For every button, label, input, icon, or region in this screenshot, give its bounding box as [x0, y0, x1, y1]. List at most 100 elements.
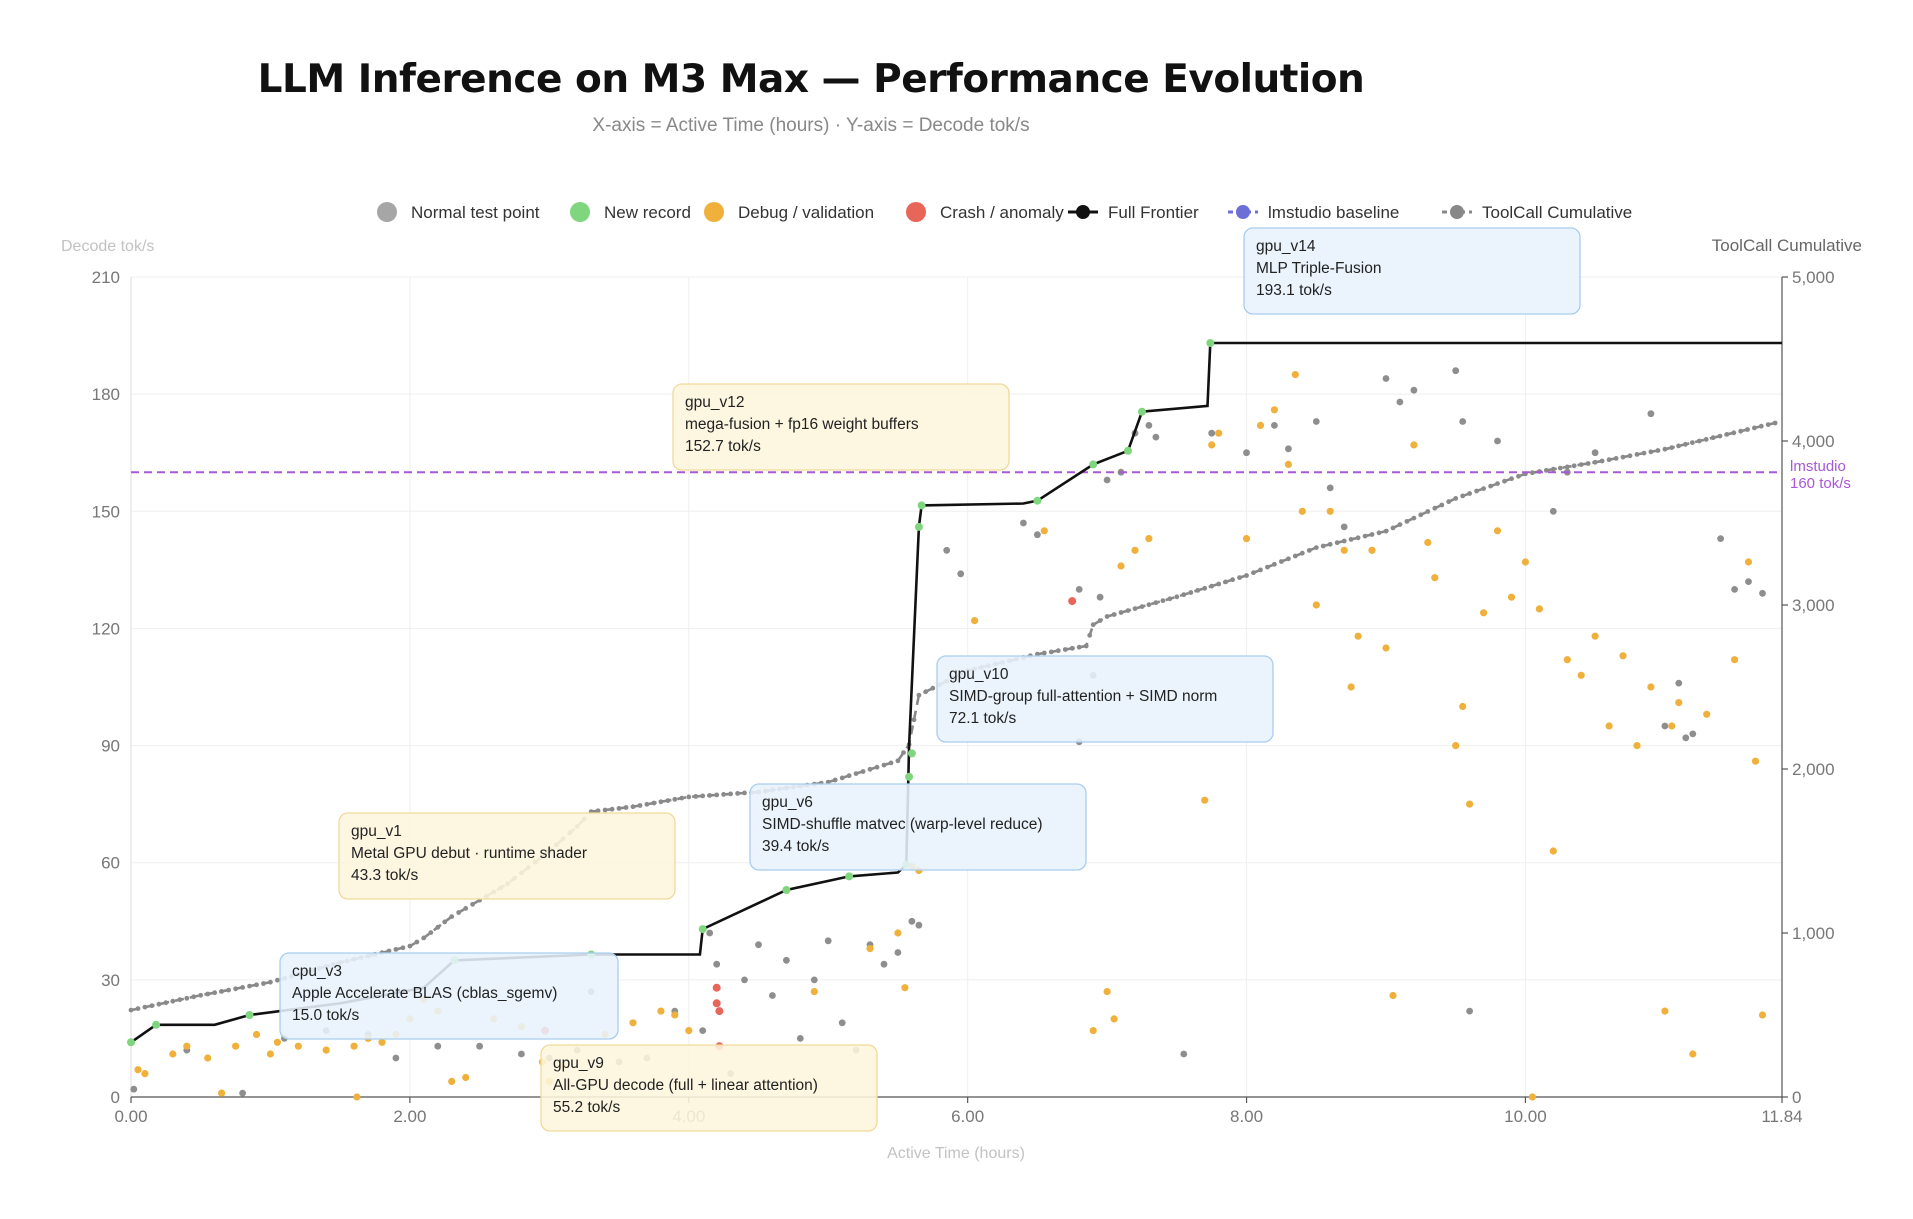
toolcall-point	[637, 803, 643, 808]
legend-item: Full Frontier	[1068, 203, 1199, 222]
legend-label: Debug / validation	[738, 203, 874, 222]
toolcall-point	[1125, 608, 1131, 613]
toolcall-point	[1104, 614, 1110, 619]
toolcall-point	[1083, 643, 1089, 649]
y-axis-title: Decode tok/s	[61, 238, 154, 255]
toolcall-point	[205, 991, 211, 997]
toolcall-point	[1390, 525, 1396, 531]
x-tick-label: 0.00	[114, 1107, 147, 1126]
toolcall-point	[1613, 456, 1619, 461]
x-tick-label: 6.00	[951, 1107, 984, 1126]
annotation-value: 39.4 tok/s	[762, 838, 829, 855]
debug-point	[1103, 988, 1111, 996]
annotation-value: 152.7 tok/s	[685, 438, 761, 455]
toolcall-point	[1696, 438, 1702, 444]
toolcall-point	[184, 995, 190, 1001]
toolcall-point	[1710, 435, 1716, 441]
legend-swatch	[570, 202, 590, 222]
annotation-value: 15.0 tok/s	[292, 1007, 359, 1024]
toolcall-point	[1752, 425, 1757, 431]
annotation-name: gpu_v10	[949, 666, 1009, 683]
debug-point	[894, 929, 902, 937]
toolcall-point	[1087, 632, 1093, 638]
debug-point	[1591, 632, 1599, 640]
debug-point	[1089, 1027, 1097, 1035]
record-point	[698, 925, 707, 934]
legend-item: Debug / validation	[704, 202, 874, 222]
toolcall-point	[1530, 470, 1535, 476]
annotation-description: Metal GPU debut · runtime shader	[351, 845, 587, 862]
toolcall-point	[1467, 491, 1472, 496]
toolcall-point	[1592, 459, 1598, 465]
toolcall-point	[1578, 462, 1584, 467]
toolcall-point	[1418, 512, 1424, 518]
legend-label: New record	[604, 203, 691, 222]
toolcall-point	[1731, 430, 1737, 436]
normal-point	[1410, 386, 1418, 394]
annotation-name: gpu_v6	[762, 794, 813, 811]
record-point	[1089, 460, 1098, 469]
toolcall-point	[393, 947, 399, 952]
debug-point	[1521, 558, 1529, 566]
toolcall-point	[212, 990, 218, 996]
debug-point	[1347, 683, 1355, 691]
debug-point	[1751, 757, 1760, 765]
debug-point	[1480, 609, 1488, 617]
debug-point	[1284, 460, 1292, 468]
debug-point	[1605, 722, 1613, 730]
debug-point	[1298, 507, 1306, 515]
toolcall-point	[1313, 545, 1319, 550]
normal-point	[783, 956, 790, 964]
toolcall-point	[1258, 567, 1263, 573]
normal-point	[1382, 375, 1390, 382]
crash-point	[715, 1007, 724, 1016]
chart-subtitle: X-axis = Active Time (hours) · Y-axis = …	[592, 115, 1029, 136]
toolcall-point	[1765, 422, 1771, 427]
toolcall-point	[1516, 473, 1521, 479]
toolcall-point	[1690, 440, 1695, 445]
normal-point	[1459, 418, 1467, 425]
record-point	[245, 1011, 254, 1019]
debug-point	[1689, 1050, 1697, 1058]
toolcall-point	[721, 792, 726, 797]
debug-point	[1633, 742, 1641, 750]
debug-point	[1452, 742, 1460, 750]
debug-point	[657, 1007, 665, 1015]
normal-point	[713, 960, 721, 968]
debug-point	[1215, 429, 1223, 437]
normal-point	[1271, 422, 1278, 429]
toolcall-point	[1502, 478, 1507, 484]
toolcall-point	[602, 807, 608, 813]
legend-swatch	[1076, 205, 1090, 219]
toolcall-point	[463, 906, 469, 911]
toolcall-point	[386, 948, 392, 954]
toolcall-point	[1132, 606, 1138, 611]
debug-point	[134, 1066, 142, 1074]
annotation-name: gpu_v14	[1256, 238, 1316, 255]
debug-point	[1549, 847, 1557, 855]
toolcall-point	[275, 977, 280, 983]
toolcall-point	[163, 1000, 169, 1006]
crash-point	[712, 983, 721, 992]
y2-tick-label: 2,000	[1792, 760, 1835, 779]
legend-swatch	[377, 202, 397, 222]
toolcall-point	[1355, 535, 1361, 541]
normal-point	[1689, 730, 1697, 738]
toolcall-point	[1550, 466, 1556, 472]
annotation-gpu-v10: gpu_v10 SIMD-group full-attention + SIMD …	[936, 655, 1274, 743]
debug-point	[901, 984, 909, 992]
y-tick-label: 0	[111, 1088, 120, 1107]
toolcall-point	[407, 943, 413, 949]
toolcall-point	[916, 692, 922, 698]
toolcall-point	[888, 760, 894, 766]
toolcall-point	[1348, 537, 1354, 542]
toolcall-point	[177, 997, 183, 1003]
annotation-description: mega-fusion + fp16 weight buffers	[685, 416, 919, 433]
toolcall-point	[198, 992, 204, 998]
x-tick-label: 2.00	[393, 1107, 426, 1126]
toolcall-point	[1606, 457, 1612, 463]
toolcall-point	[651, 800, 657, 806]
toolcall-point	[1188, 590, 1194, 595]
normal-point	[1034, 531, 1041, 539]
